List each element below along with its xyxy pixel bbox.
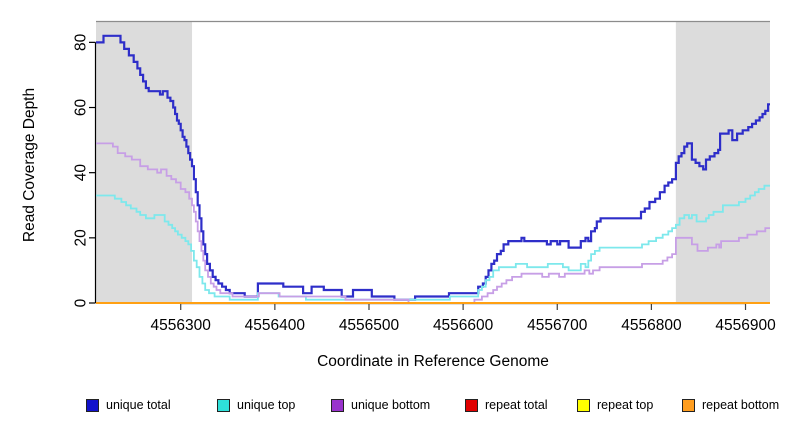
- x-tick-label: 4556300: [151, 317, 212, 334]
- legend-label: repeat bottom: [702, 398, 780, 412]
- legend-swatch: [331, 398, 344, 412]
- legend-swatch: [577, 398, 590, 412]
- shaded-region: [96, 21, 193, 303]
- legend-label: unique total: [106, 398, 171, 412]
- y-tick-label: 60: [72, 99, 89, 117]
- y-tick-label: 40: [72, 164, 89, 182]
- axes: 0 20 40 60 80 4556300 4556400 4556500 4556600 455…: [72, 33, 776, 334]
- x-tick-label: 4556800: [621, 317, 682, 334]
- series-lines: [96, 34, 770, 304]
- x-tick-label: 4556500: [339, 317, 400, 334]
- x-tick-label: 4556600: [433, 317, 494, 334]
- legend-swatch: [465, 398, 478, 412]
- series-unique-bottom: [96, 142, 770, 304]
- y-tick-label: 80: [72, 33, 89, 51]
- legend-item-repeat-bottom: repeat bottom: [682, 398, 779, 412]
- legend-item-repeat-top: repeat top: [577, 398, 653, 412]
- series-unique-top: [96, 184, 770, 301]
- legend-label: unique top: [237, 398, 296, 412]
- legend-swatch: [682, 398, 695, 412]
- legend-item-unique-total: unique total: [86, 398, 171, 412]
- legend-item-repeat-total: repeat total: [465, 398, 548, 412]
- x-tick-label: 4556700: [527, 317, 588, 334]
- x-axis-title: Coordinate in Reference Genome: [317, 353, 549, 370]
- legend-item-unique-top: unique top: [217, 398, 295, 412]
- x-tick-label: 4556400: [245, 317, 306, 334]
- legend-label: unique bottom: [351, 398, 431, 412]
- y-axis-title: Read Coverage Depth: [21, 88, 38, 242]
- x-tick-label: 4556900: [715, 317, 776, 334]
- y-tick-label: 20: [72, 229, 89, 247]
- legend-label: repeat total: [485, 398, 548, 412]
- shaded-region: [675, 21, 770, 303]
- y-tick-label: 0: [72, 298, 89, 307]
- legend-item-unique-bottom: unique bottom: [331, 398, 430, 412]
- legend: unique total unique top unique bottom repea…: [0, 398, 792, 418]
- legend-swatch: [86, 398, 99, 412]
- shaded-repeat-regions: [96, 21, 770, 303]
- legend-label: repeat top: [597, 398, 654, 412]
- legend-swatch: [217, 398, 230, 412]
